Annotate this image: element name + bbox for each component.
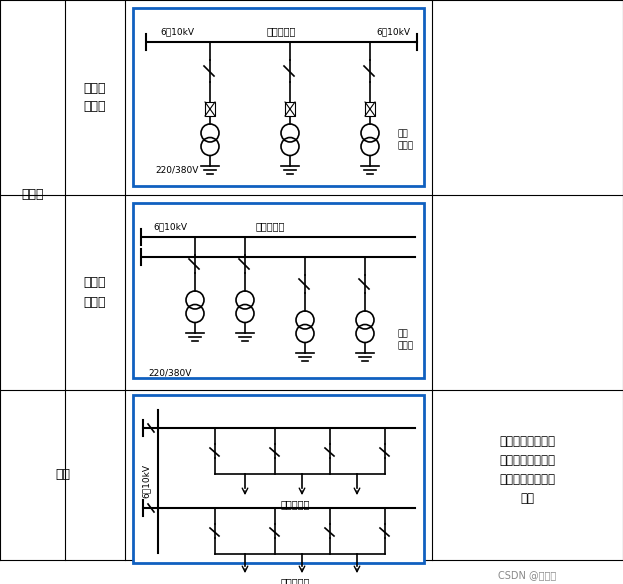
Bar xyxy=(205,102,215,116)
Text: 车间变电所: 车间变电所 xyxy=(280,499,310,509)
Text: 车间
变电所: 车间 变电所 xyxy=(398,329,414,350)
Text: 高压配电线: 高压配电线 xyxy=(266,26,296,36)
Bar xyxy=(285,102,295,116)
Text: 6／10kV: 6／10kV xyxy=(141,464,151,499)
Text: 220/380V: 220/380V xyxy=(155,165,198,175)
Text: 车间变电所: 车间变电所 xyxy=(280,577,310,584)
Bar xyxy=(133,8,424,186)
Text: 高压配电线: 高压配电线 xyxy=(255,221,285,231)
Bar xyxy=(133,203,424,378)
Text: 环式: 环式 xyxy=(55,468,70,481)
Text: 6／10kV: 6／10kV xyxy=(160,27,194,36)
Text: CSDN @张柏珵: CSDN @张柏珵 xyxy=(498,570,556,580)
Text: 6／10kV: 6／10kV xyxy=(153,222,187,231)
Text: 单电源
树干式: 单电源 树干式 xyxy=(83,82,107,113)
Text: 树干式: 树干式 xyxy=(21,189,44,201)
Text: 双电源
树干式: 双电源 树干式 xyxy=(83,276,107,308)
Text: 6／10kV: 6／10kV xyxy=(376,27,410,36)
Text: 运行灵活，供电可
靠性高。在现代化
城市配电网中应用
较广: 运行灵活，供电可 靠性高。在现代化 城市配电网中应用 较广 xyxy=(500,435,556,505)
Text: 车间
变电所: 车间 变电所 xyxy=(398,130,414,151)
Bar xyxy=(365,102,375,116)
Bar xyxy=(133,395,424,563)
Text: 220/380V: 220/380V xyxy=(148,369,191,377)
